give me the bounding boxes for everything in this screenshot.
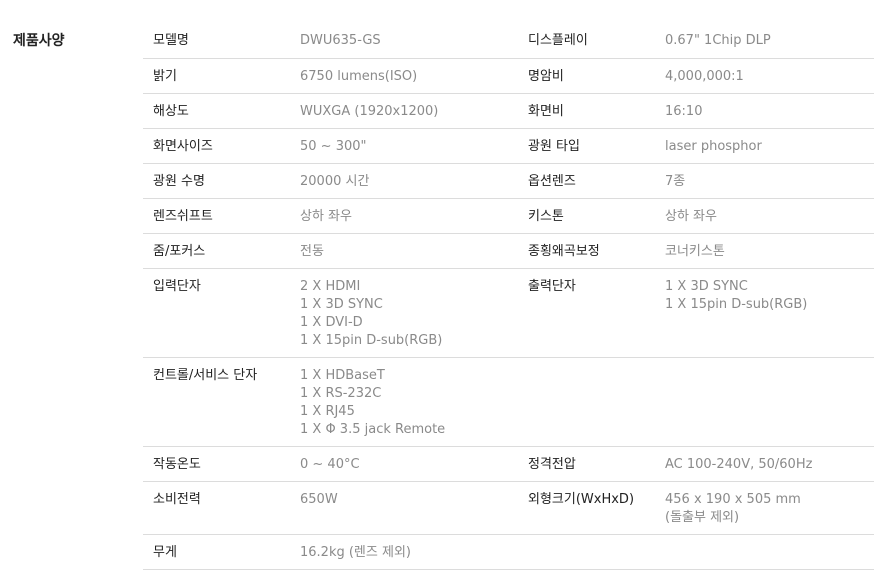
spec-label: 옵션렌즈 <box>518 163 665 199</box>
spec-row: 모델명 DWU635-GS 디스플레이 0.67" 1Chip DLP <box>143 23 874 59</box>
spec-value-line: 1 X RS-232C <box>300 385 382 401</box>
spec-value: 4,000,000:1 <box>665 58 874 94</box>
spec-value-line: 1 X 15pin D-sub(RGB) <box>665 296 808 312</box>
spec-value-line: 50 ~ 300" <box>300 138 367 154</box>
spec-value: 0 ~ 40°C <box>300 446 518 482</box>
spec-value-line: 1 X Φ 3.5 jack Remote <box>300 421 446 437</box>
spec-value: 16.2kg (렌즈 제외) <box>300 534 518 570</box>
spec-label: 렌즈쉬프트 <box>143 198 300 234</box>
spec-row: 해상도 WUXGA (1920x1200) 화면비 16:10 <box>143 93 874 129</box>
spec-value-line: 20000 시간 <box>300 173 370 189</box>
spec-label <box>518 534 665 570</box>
spec-value: AC 100-240V, 50/60Hz <box>665 446 874 482</box>
spec-value-line: 456 x 190 x 505 mm <box>665 491 801 507</box>
spec-row: 입력단자 2 X HDMI 1 X 3D SYNC 1 X DVI-D 1 X 15pi… <box>143 268 874 358</box>
spec-value-line: 전동 <box>300 243 324 259</box>
spec-label: 밝기 <box>143 58 300 94</box>
spec-label: 광원 타입 <box>518 128 665 164</box>
spec-label: 키스톤 <box>518 198 665 234</box>
spec-value: 650W <box>300 481 518 535</box>
spec-table: 모델명 DWU635-GS 디스플레이 0.67" 1Chip DLP 밝기 6750 l… <box>143 23 874 570</box>
spec-value: 50 ~ 300" <box>300 128 518 164</box>
spec-value: 전동 <box>300 233 518 269</box>
spec-value: 1 X 3D SYNC 1 X 15pin D-sub(RGB) <box>665 268 874 358</box>
spec-value <box>665 357 874 447</box>
spec-value-line: 1 X 15pin D-sub(RGB) <box>300 332 443 348</box>
spec-value-line: 1 X 3D SYNC <box>665 278 748 294</box>
spec-value-line: 7종 <box>665 173 686 189</box>
spec-value-line: 코너키스톤 <box>665 243 725 259</box>
spec-value-line: AC 100-240V, 50/60Hz <box>665 456 813 472</box>
spec-value-line: 1 X DVI-D <box>300 314 363 330</box>
spec-label: 무게 <box>143 534 300 570</box>
spec-value-line: 0 ~ 40°C <box>300 456 360 472</box>
spec-value-line: 6750 lumens(ISO) <box>300 68 418 84</box>
spec-value-line: WUXGA (1920x1200) <box>300 103 439 119</box>
spec-row: 밝기 6750 lumens(ISO) 명암비 4,000,000:1 <box>143 58 874 94</box>
spec-value-line: DWU635-GS <box>300 33 381 48</box>
spec-value: 16:10 <box>665 93 874 129</box>
spec-value-line: 16.2kg (렌즈 제외) <box>300 544 411 560</box>
spec-label: 화면비 <box>518 93 665 129</box>
spec-value-line: 650W <box>300 491 338 507</box>
spec-value: 7종 <box>665 163 874 199</box>
spec-row: 화면사이즈 50 ~ 300" 광원 타입 laser phosphor <box>143 128 874 164</box>
spec-label: 광원 수명 <box>143 163 300 199</box>
spec-row: 광원 수명 20000 시간 옵션렌즈 7종 <box>143 163 874 199</box>
spec-label <box>518 357 665 447</box>
spec-value-line: 상하 좌우 <box>300 208 352 224</box>
spec-label: 입력단자 <box>143 268 300 358</box>
spec-row: 작동온도 0 ~ 40°C 정격전압 AC 100-240V, 50/60Hz <box>143 446 874 482</box>
spec-value: 456 x 190 x 505 mm (돌출부 제외) <box>665 481 874 535</box>
spec-label: 명암비 <box>518 58 665 94</box>
spec-value: 코너키스톤 <box>665 233 874 269</box>
spec-value: 20000 시간 <box>300 163 518 199</box>
spec-row: 컨트롤/서비스 단자 1 X HDBaseT 1 X RS-232C 1 X RJ45… <box>143 357 874 447</box>
spec-value: 상하 좌우 <box>300 198 518 234</box>
spec-label: 디스플레이 <box>518 23 665 59</box>
spec-label: 소비전력 <box>143 481 300 535</box>
spec-value-line: 2 X HDMI <box>300 278 361 294</box>
spec-value-line: laser phosphor <box>665 138 762 154</box>
spec-value-line: (돌출부 제외) <box>665 509 740 525</box>
spec-value: DWU635-GS <box>300 23 518 59</box>
spec-label: 종횡왜곡보정 <box>518 233 665 269</box>
spec-value-line: 1 X HDBaseT <box>300 367 385 383</box>
spec-value: 1 X HDBaseT 1 X RS-232C 1 X RJ45 1 X Φ 3.5 … <box>300 357 518 447</box>
spec-label: 모델명 <box>143 23 300 59</box>
spec-value-line: 1 X RJ45 <box>300 403 355 419</box>
spec-value: laser phosphor <box>665 128 874 164</box>
spec-value-line: 상하 좌우 <box>665 208 717 224</box>
spec-label: 화면사이즈 <box>143 128 300 164</box>
spec-row: 소비전력 650W 외형크기(WxHxD) 456 x 190 x 505 mm (돌출… <box>143 481 874 535</box>
spec-value-line: 4,000,000:1 <box>665 68 744 84</box>
spec-label: 해상도 <box>143 93 300 129</box>
spec-value-line: 16:10 <box>665 103 703 119</box>
spec-label: 출력단자 <box>518 268 665 358</box>
spec-value: 0.67" 1Chip DLP <box>665 23 874 59</box>
spec-row: 무게 16.2kg (렌즈 제외) <box>143 534 874 570</box>
spec-row: 줌/포커스 전동 종횡왜곡보정 코너키스톤 <box>143 233 874 269</box>
spec-label: 정격전압 <box>518 446 665 482</box>
spec-row: 렌즈쉬프트 상하 좌우 키스톤 상하 좌우 <box>143 198 874 234</box>
spec-value: 2 X HDMI 1 X 3D SYNC 1 X DVI-D 1 X 15pin D-… <box>300 268 518 358</box>
spec-value-line: 0.67" 1Chip DLP <box>665 33 771 48</box>
spec-value: 상하 좌우 <box>665 198 874 234</box>
spec-label: 외형크기(WxHxD) <box>518 481 665 535</box>
section-title: 제품사양 <box>13 33 65 49</box>
spec-value: WUXGA (1920x1200) <box>300 93 518 129</box>
spec-value: 6750 lumens(ISO) <box>300 58 518 94</box>
spec-label: 줌/포커스 <box>143 233 300 269</box>
spec-value-line: 1 X 3D SYNC <box>300 296 383 312</box>
spec-label: 작동온도 <box>143 446 300 482</box>
spec-label: 컨트롤/서비스 단자 <box>143 357 300 447</box>
spec-value <box>665 534 874 570</box>
